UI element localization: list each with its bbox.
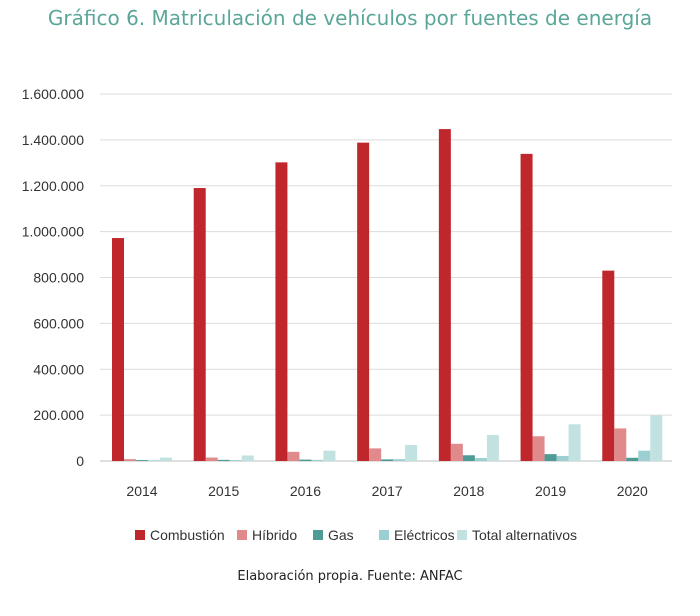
bar-eléctricos-2017 <box>393 459 406 461</box>
bar-total-alternativos-2018 <box>486 435 499 461</box>
x-tick-label: 2018 <box>453 483 484 499</box>
bar-eléctricos-2018 <box>474 458 487 461</box>
bar-eléctricos-2016 <box>311 459 324 461</box>
bar-combustión-2020 <box>602 270 615 461</box>
bar-combustión-2017 <box>357 142 370 461</box>
legend-swatch <box>313 530 323 540</box>
bar-híbrido-2020 <box>614 428 627 461</box>
legend-swatch <box>379 530 389 540</box>
bar-total-alternativos-2020 <box>650 415 663 461</box>
gridlines <box>100 93 672 462</box>
bar-eléctricos-2020 <box>638 450 651 461</box>
bar-eléctricos-2015 <box>229 460 242 461</box>
bar-eléctricos-2019 <box>556 455 569 461</box>
bar-total-alternativos-2016 <box>323 450 336 461</box>
bar-eléctricos-2014 <box>148 460 160 461</box>
bar-híbrido-2017 <box>369 448 382 461</box>
bar-combustión-2014 <box>112 238 124 461</box>
y-tick-label: 400.000 <box>33 361 84 377</box>
legend-swatch <box>135 530 145 540</box>
bar-gas-2014 <box>136 460 148 461</box>
x-tick-label: 2014 <box>126 483 157 499</box>
y-tick-label: 800.000 <box>33 270 84 286</box>
bar-híbrido-2015 <box>205 457 218 461</box>
bar-híbrido-2014 <box>124 459 136 461</box>
bar-híbrido-2019 <box>532 436 545 461</box>
legend: Combustión Híbrido Gas Eléctricos Total alte… <box>135 527 577 543</box>
y-tick-label: 1.600.000 <box>22 86 84 102</box>
bar-total-alternativos-2017 <box>405 444 418 461</box>
bar-híbrido-2016 <box>287 451 300 461</box>
y-tick-label: 200.000 <box>33 407 84 423</box>
bar-total-alternativos-2014 <box>160 457 172 461</box>
bar-gas-2019 <box>544 454 557 461</box>
y-tick-label: 600.000 <box>33 315 84 331</box>
legend-label: Combustión <box>150 527 225 543</box>
bar-híbrido-2018 <box>450 443 463 461</box>
x-tick-label: 2016 <box>290 483 321 499</box>
bar-combustión-2016 <box>275 162 288 461</box>
chart-title: Gráfico 6. Matriculación de vehículos po… <box>47 6 653 30</box>
legend-label: Gas <box>328 527 354 543</box>
legend-label: Híbrido <box>252 527 297 543</box>
bars <box>112 129 663 462</box>
bar-gas-2020 <box>626 457 639 461</box>
legend-label: Eléctricos <box>394 527 455 543</box>
bar-gas-2016 <box>299 459 312 461</box>
bar-total-alternativos-2019 <box>568 424 581 461</box>
y-tick-label: 1.400.000 <box>22 132 84 148</box>
y-tick-label: 0 <box>76 453 84 469</box>
source-note: Elaboración propia. Fuente: ANFAC <box>237 569 463 584</box>
bar-gas-2015 <box>217 459 230 461</box>
legend-swatch <box>237 530 247 540</box>
bar-gas-2018 <box>462 455 475 461</box>
x-tick-label: 2020 <box>617 483 648 499</box>
legend-swatch <box>457 530 467 540</box>
bar-combustión-2015 <box>193 188 206 461</box>
bar-combustión-2019 <box>520 153 533 461</box>
bar-total-alternativos-2015 <box>241 455 254 461</box>
x-tick-label: 2017 <box>372 483 403 499</box>
y-tick-label: 1.200.000 <box>22 178 84 194</box>
bar-combustión-2018 <box>438 129 451 462</box>
y-axis-ticks: 0 200.000 400.000 600.000 800.000 1.000.000 1.… <box>22 86 85 469</box>
x-tick-label: 2015 <box>208 483 239 499</box>
bar-gas-2017 <box>381 459 394 461</box>
x-axis-ticks: 2014 2015 2016 2017 2018 2019 2020 <box>126 483 648 499</box>
legend-label: Total alternativos <box>472 527 577 543</box>
x-tick-label: 2019 <box>535 483 566 499</box>
y-tick-label: 1.000.000 <box>22 224 84 240</box>
